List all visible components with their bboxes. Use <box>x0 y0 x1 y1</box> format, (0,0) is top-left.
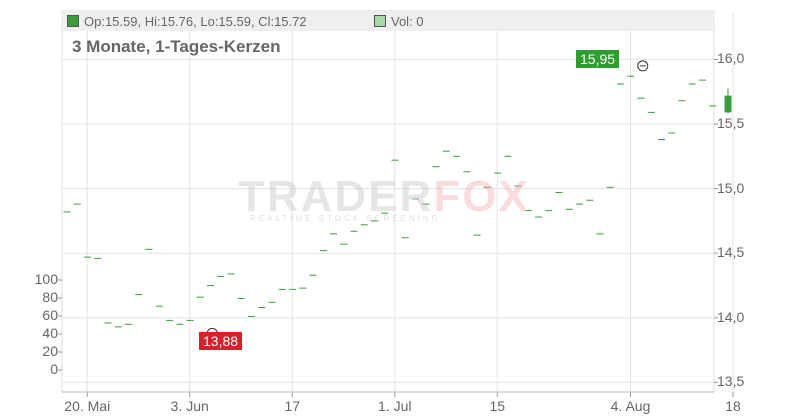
traderfox-watermark: TRADERFOX REALTIME STOCK SCREENING <box>238 172 528 242</box>
legend-bar: Op:15.59, Hi:15.76, Lo:15.59, Cl:15.72 V… <box>62 11 714 31</box>
x-tick-label: 1. Jul <box>378 398 412 414</box>
volume-tick-label: 100 <box>34 271 58 287</box>
y-tick-label: 14,0 <box>717 308 745 325</box>
y-tick-label: 15,0 <box>717 179 745 196</box>
volume-tick-label: 60 <box>42 307 58 323</box>
chart-grid <box>61 10 734 393</box>
legend-volume-text: Vol: 0 <box>391 14 424 29</box>
y-tick-label: 16,0 <box>717 50 745 67</box>
y-tick-label: 14,5 <box>717 244 745 261</box>
x-tick-label: 4. Aug <box>610 398 651 414</box>
legend-ohlc-text: Op:15.59, Hi:15.76, Lo:15.59, Cl:15.72 <box>84 14 307 29</box>
volume-swatch-icon <box>374 15 386 27</box>
volume-tick-label: 0 <box>50 361 58 377</box>
chart-subtitle: 3 Monate, 1-Tages-Kerzen <box>72 37 281 56</box>
y-tick-label: 13,5 <box>717 373 745 390</box>
watermark-trader: TRADER <box>238 172 434 221</box>
price-swatch-icon <box>67 15 79 27</box>
x-tick-label: 17 <box>284 398 301 414</box>
y-tick-label: 15,5 <box>717 115 745 132</box>
low-marker-label: 13,88 <box>199 332 243 350</box>
watermark-sub: REALTIME STOCK SCREENING <box>250 214 441 223</box>
legend-ohlc: Op:15.59, Hi:15.76, Lo:15.59, Cl:15.72 <box>67 14 307 29</box>
watermark-fox: FOX <box>433 172 530 221</box>
chart-axes <box>58 58 734 397</box>
x-tick-label: 3. Jun <box>170 398 209 414</box>
legend-volume: Vol: 0 <box>374 14 424 29</box>
x-tick-label: 18 <box>725 398 741 414</box>
volume-tick-label: 20 <box>42 343 58 359</box>
high-marker-label: 15,95 <box>576 50 620 68</box>
volume-tick-label: 80 <box>42 289 58 305</box>
last-candle-body <box>724 95 732 113</box>
x-tick-label: 20. Mai <box>64 398 111 414</box>
volume-tick-label: 40 <box>42 325 58 341</box>
x-tick-label: 15 <box>489 398 506 414</box>
